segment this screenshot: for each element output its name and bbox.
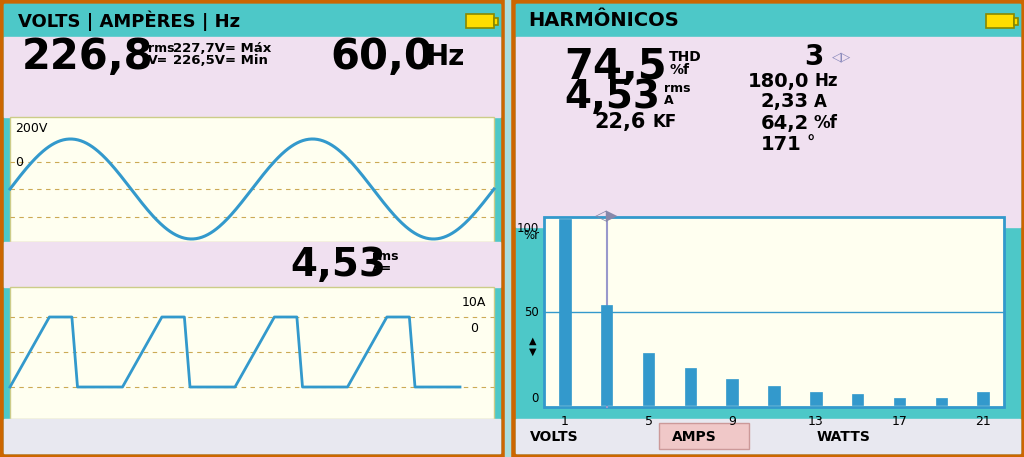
Text: 4,53: 4,53 <box>564 78 660 116</box>
Text: 10A: 10A <box>462 296 486 308</box>
Text: ◁▶: ◁▶ <box>595 208 618 223</box>
Text: 0: 0 <box>470 323 478 335</box>
Bar <box>10 287 494 419</box>
Text: %f: %f <box>669 63 689 77</box>
Text: Hz: Hz <box>814 72 838 90</box>
Bar <box>494 17 498 25</box>
Text: 200V: 200V <box>15 122 47 135</box>
Text: A=: A= <box>372 262 392 276</box>
Bar <box>852 394 863 405</box>
Text: 1: 1 <box>561 415 569 428</box>
Text: 17: 17 <box>892 415 907 428</box>
Text: 180,0: 180,0 <box>748 71 809 90</box>
Bar <box>977 392 989 405</box>
Text: 3: 3 <box>805 43 824 71</box>
Bar <box>726 379 738 405</box>
Text: Hz: Hz <box>425 43 464 71</box>
Text: 227,7V= Máx: 227,7V= Máx <box>173 43 271 55</box>
Text: HARMÔNICOS: HARMÔNICOS <box>528 11 679 31</box>
Bar <box>4 37 500 117</box>
Bar <box>559 219 570 405</box>
Bar <box>986 14 1014 28</box>
Text: %f: %f <box>814 114 838 132</box>
Bar <box>4 4 500 37</box>
Text: 226,5V= Min: 226,5V= Min <box>173 54 268 68</box>
Bar <box>516 37 1020 227</box>
Bar <box>514 2 1022 455</box>
Text: 9: 9 <box>728 415 736 428</box>
Text: 13: 13 <box>808 415 823 428</box>
Text: KF: KF <box>652 113 676 131</box>
Bar <box>643 353 654 405</box>
Text: 171: 171 <box>761 134 802 154</box>
Text: °: ° <box>806 135 814 153</box>
Bar <box>10 117 494 242</box>
Bar <box>516 4 1020 37</box>
Text: 21: 21 <box>975 415 991 428</box>
Bar <box>810 392 821 405</box>
Text: %r: %r <box>523 229 539 242</box>
Bar <box>2 2 502 455</box>
Text: rms: rms <box>372 250 398 264</box>
Bar <box>894 398 905 405</box>
Text: 0: 0 <box>531 393 539 405</box>
Bar <box>544 217 1004 407</box>
Bar <box>516 4 1020 453</box>
Bar <box>516 419 1020 453</box>
Text: ▲
▼: ▲ ▼ <box>528 335 536 357</box>
Bar <box>4 4 500 453</box>
Text: 2,33: 2,33 <box>761 92 809 112</box>
Text: 100: 100 <box>517 222 539 235</box>
Text: 4,53: 4,53 <box>290 246 386 284</box>
Text: 22,6: 22,6 <box>594 112 645 132</box>
Text: THD: THD <box>669 50 701 64</box>
Text: rms: rms <box>148 43 174 55</box>
Text: 226,8: 226,8 <box>22 36 154 78</box>
Text: 0: 0 <box>15 155 23 169</box>
Text: 74,5: 74,5 <box>564 46 667 88</box>
Text: WATTS: WATTS <box>817 430 871 444</box>
Text: 64,2: 64,2 <box>761 113 809 133</box>
Bar <box>659 423 749 449</box>
Text: VOLTS | AMPÈRES | Hz: VOLTS | AMPÈRES | Hz <box>18 11 240 31</box>
Bar <box>4 242 500 287</box>
Text: 5: 5 <box>644 415 652 428</box>
Bar <box>601 304 612 405</box>
Text: V=: V= <box>148 54 168 68</box>
Text: A: A <box>664 95 674 107</box>
Bar <box>768 387 779 405</box>
Bar <box>4 419 500 453</box>
Text: VOLTS: VOLTS <box>529 430 579 444</box>
Text: 50: 50 <box>524 305 539 319</box>
Text: AMPS: AMPS <box>672 430 717 444</box>
Bar <box>466 14 494 28</box>
Bar <box>936 398 947 405</box>
Text: 60,0: 60,0 <box>330 36 433 78</box>
Bar <box>1014 17 1018 25</box>
Text: rms: rms <box>664 83 690 96</box>
Bar <box>685 368 696 405</box>
Text: ◁▷: ◁▷ <box>831 51 851 64</box>
Text: A: A <box>814 93 826 111</box>
